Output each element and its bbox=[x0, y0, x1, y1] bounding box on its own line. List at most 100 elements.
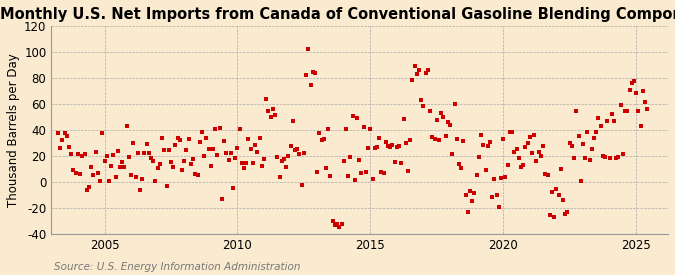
Point bbox=[124, 155, 134, 159]
Point bbox=[334, 224, 345, 229]
Point bbox=[440, 134, 451, 139]
Point bbox=[279, 157, 290, 161]
Point bbox=[385, 145, 396, 149]
Point bbox=[272, 155, 283, 160]
Point bbox=[456, 165, 466, 170]
Point bbox=[562, 210, 573, 214]
Point bbox=[400, 141, 411, 145]
Point bbox=[414, 68, 425, 72]
Point bbox=[498, 137, 509, 141]
Point bbox=[522, 141, 533, 145]
Point bbox=[421, 71, 431, 75]
Point bbox=[141, 142, 152, 146]
Point bbox=[143, 151, 154, 156]
Point bbox=[518, 163, 529, 167]
Point bbox=[569, 156, 580, 160]
Point bbox=[128, 141, 138, 145]
Point bbox=[606, 112, 617, 116]
Point bbox=[409, 63, 420, 68]
Point bbox=[221, 151, 232, 155]
Point bbox=[321, 166, 331, 170]
Point bbox=[514, 156, 524, 161]
Point bbox=[316, 138, 327, 142]
Point bbox=[79, 152, 90, 156]
Point bbox=[504, 130, 515, 134]
Point bbox=[489, 177, 500, 181]
Point bbox=[261, 97, 271, 101]
Point bbox=[591, 130, 601, 134]
Point bbox=[445, 123, 456, 127]
Point bbox=[190, 172, 200, 176]
Point bbox=[582, 130, 593, 134]
Point bbox=[597, 154, 608, 159]
Point bbox=[55, 146, 65, 150]
Point bbox=[194, 139, 205, 144]
Point bbox=[132, 151, 143, 155]
Point bbox=[560, 212, 570, 216]
Point bbox=[425, 109, 435, 113]
Point bbox=[90, 150, 101, 155]
Point bbox=[329, 223, 340, 227]
Point bbox=[471, 172, 482, 177]
Point bbox=[544, 213, 555, 218]
Point bbox=[130, 175, 141, 180]
Point bbox=[431, 118, 442, 123]
Point bbox=[402, 169, 413, 173]
Point bbox=[248, 161, 259, 165]
Point bbox=[181, 148, 192, 152]
Point bbox=[595, 124, 606, 128]
Point bbox=[376, 170, 387, 174]
Point bbox=[312, 170, 323, 175]
Point bbox=[267, 107, 278, 111]
Point bbox=[452, 137, 462, 141]
Point bbox=[205, 164, 216, 168]
Point bbox=[509, 150, 520, 154]
Point bbox=[640, 100, 651, 104]
Point bbox=[305, 83, 316, 87]
Point bbox=[236, 161, 247, 165]
Point bbox=[225, 151, 236, 155]
Point bbox=[101, 154, 112, 158]
Point bbox=[208, 147, 219, 151]
Point bbox=[609, 119, 620, 123]
Point bbox=[580, 156, 591, 160]
Point bbox=[307, 70, 318, 74]
Point bbox=[239, 166, 250, 170]
Point bbox=[412, 72, 423, 76]
Point bbox=[108, 153, 119, 158]
Point bbox=[462, 209, 473, 214]
Point bbox=[618, 152, 628, 156]
Point bbox=[126, 172, 136, 177]
Point bbox=[227, 186, 238, 190]
Point bbox=[336, 222, 347, 226]
Point bbox=[219, 139, 230, 143]
Point bbox=[405, 137, 416, 142]
Point bbox=[110, 174, 121, 179]
Point bbox=[82, 188, 92, 192]
Point bbox=[369, 146, 380, 150]
Point bbox=[585, 158, 595, 162]
Point bbox=[458, 139, 468, 144]
Point bbox=[159, 148, 169, 152]
Point bbox=[381, 140, 392, 145]
Point bbox=[161, 183, 172, 188]
Point bbox=[350, 178, 360, 182]
Point bbox=[186, 161, 196, 166]
Point bbox=[587, 146, 597, 151]
Point bbox=[88, 172, 99, 177]
Point bbox=[416, 98, 427, 103]
Point bbox=[296, 183, 307, 188]
Point bbox=[549, 215, 560, 219]
Point bbox=[538, 144, 549, 148]
Point bbox=[436, 111, 447, 116]
Point bbox=[427, 135, 438, 139]
Point bbox=[343, 174, 354, 178]
Point bbox=[407, 78, 418, 82]
Point bbox=[637, 89, 648, 94]
Point bbox=[511, 147, 522, 151]
Point bbox=[493, 205, 504, 210]
Point bbox=[331, 222, 342, 226]
Point bbox=[283, 154, 294, 158]
Point bbox=[254, 135, 265, 140]
Point bbox=[564, 141, 575, 146]
